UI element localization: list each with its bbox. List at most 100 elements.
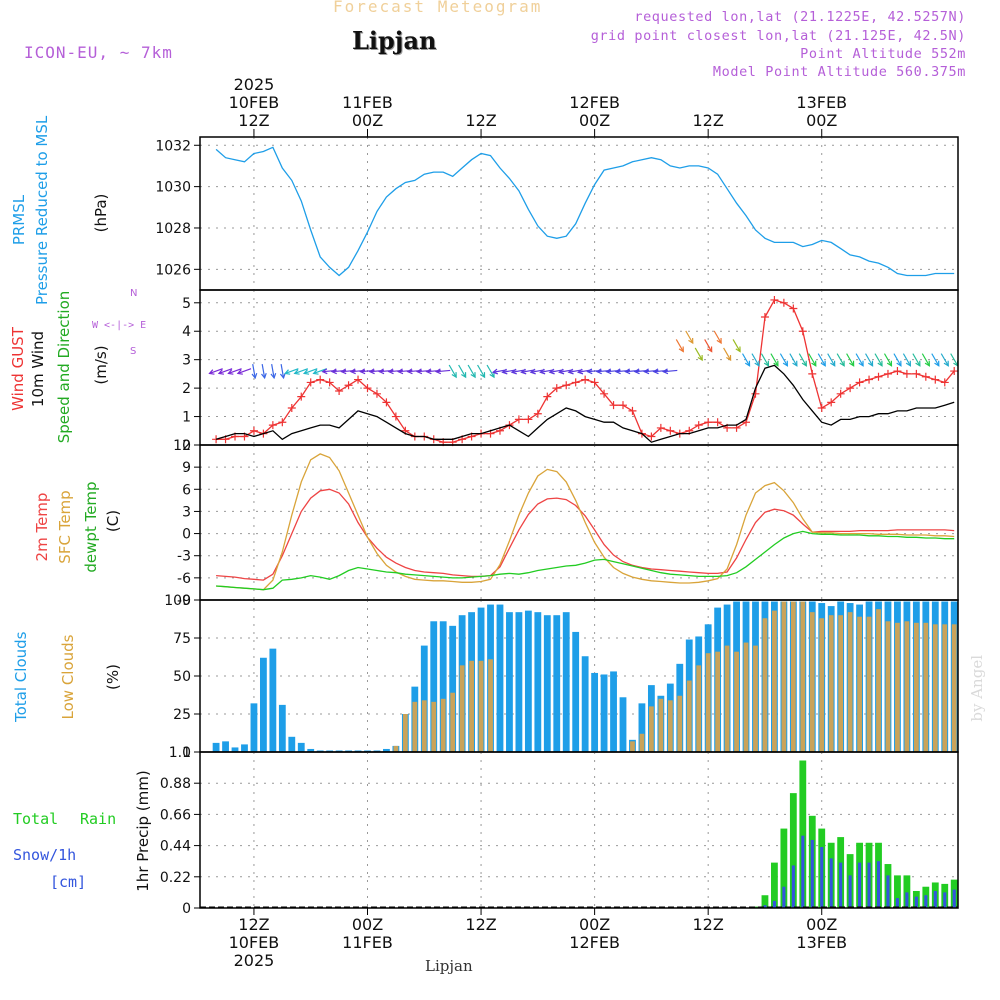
wind-direction-arrow xyxy=(486,364,495,378)
precip-bar-snow-h xyxy=(829,858,833,908)
wind-direction-arrow xyxy=(303,368,318,375)
wind-direction-arrowhead xyxy=(744,360,751,367)
wind-direction-arrowhead xyxy=(368,368,375,375)
wind-direction-arrowhead xyxy=(489,372,495,379)
wind-direction-arrow xyxy=(218,368,233,375)
clouds-bar-low-clouds xyxy=(809,612,815,752)
clouds-bar-low-clouds xyxy=(724,645,730,752)
top-time-label: 12Z xyxy=(465,111,496,130)
wind-gust-marker xyxy=(363,384,372,393)
wind-direction-arrow xyxy=(713,330,722,344)
clouds-bar-low-clouds xyxy=(639,733,645,752)
top-time-label: 00Z xyxy=(352,111,383,130)
precip-bar-total-rain xyxy=(903,875,911,908)
clouds-bar-low-clouds xyxy=(942,624,948,752)
wind-direction-arrowhead xyxy=(378,368,385,375)
clouds-bar-total-clouds xyxy=(581,656,589,752)
wind-direction-arrow xyxy=(921,353,930,367)
wind-gust-marker xyxy=(524,415,533,424)
panel-temp: -9 -6 -3 0 3 6 9 12 xyxy=(173,438,959,609)
wind-direction-arrowhead xyxy=(520,368,527,375)
station-name: Lipjan xyxy=(352,26,437,55)
wind-ytick-label: 1 xyxy=(182,410,191,426)
clouds-bar-total-clouds xyxy=(449,625,457,752)
temp-ytick-label: 0 xyxy=(182,527,191,543)
wind-ytick-label: 4 xyxy=(182,324,191,340)
top-time-label: 12Z xyxy=(238,111,269,130)
temp-ytick-label: 6 xyxy=(182,482,191,498)
clouds-bar-low-clouds xyxy=(658,698,664,752)
precip-bar-snow-h xyxy=(943,892,947,908)
model-name: ICON-EU, ~ 7km xyxy=(24,43,173,62)
wind-direction-arrow xyxy=(704,339,713,352)
wind-direction-arrow xyxy=(436,369,451,373)
precip-bar-snow-h xyxy=(905,892,909,908)
clouds-bar-low-clouds xyxy=(847,612,853,752)
wind-direction-arrowhead xyxy=(539,368,546,375)
precip-bar-total-rain xyxy=(780,828,788,908)
precip-bar-snow-h xyxy=(858,862,862,908)
wind-direction-arrow xyxy=(685,330,694,344)
temp-frame xyxy=(199,444,959,601)
precip-bar-total-rain xyxy=(789,793,797,908)
wind-direction-arrow xyxy=(228,368,242,375)
wind-direction-arrow xyxy=(931,353,940,367)
pressure-ytick-label: 1030 xyxy=(155,180,191,196)
wind-gust-marker xyxy=(306,378,315,387)
wind-frame xyxy=(199,289,959,446)
clouds-bar-total-clouds xyxy=(515,612,523,752)
wind-direction-arrowhead xyxy=(567,368,574,375)
clouds-bar-low-clouds xyxy=(440,698,446,752)
wind-gust-marker xyxy=(666,426,675,435)
top-time-label: 11FEB xyxy=(342,93,393,112)
precip-bar-snow-h xyxy=(933,890,937,908)
precip-bar-snow-h xyxy=(782,886,786,908)
clouds-bar-total-clouds xyxy=(316,750,324,752)
wind-direction-arrowhead xyxy=(754,360,760,367)
clouds-bar-low-clouds xyxy=(885,621,891,752)
precip-bar-snow-h xyxy=(839,862,843,908)
clouds-bar-total-clouds xyxy=(326,750,334,752)
top-time-label: 00Z xyxy=(579,111,610,130)
wind-gust-marker xyxy=(552,384,561,393)
panel-pressure: 1026 1028 1030 1032 xyxy=(155,136,959,291)
clouds-bar-low-clouds xyxy=(478,660,484,752)
clouds-bar-total-clouds xyxy=(553,615,561,752)
temp-ytick-label: -6 xyxy=(177,571,191,587)
clouds-bar-low-clouds xyxy=(488,659,493,752)
wind-gust-marker xyxy=(846,384,855,393)
clouds-bar-total-clouds xyxy=(297,742,305,752)
wind-gust-marker xyxy=(704,418,713,427)
wind-ytick-label: 3 xyxy=(182,353,191,369)
wind-direction-arrow xyxy=(827,353,836,367)
wind-gust-marker xyxy=(581,375,590,384)
wind-gust-marker xyxy=(798,327,807,336)
wind-direction-arrowhead xyxy=(349,368,356,375)
wind-gust-marker xyxy=(391,412,400,421)
clouds-bar-total-clouds xyxy=(335,750,343,752)
precip-bar-snow-h xyxy=(924,895,928,908)
wind-direction-arrowhead xyxy=(529,368,536,375)
wind-direction-arrow xyxy=(770,353,779,367)
precip-ytick-label: 0.22 xyxy=(160,870,191,886)
bottom-time-label: 00Z xyxy=(352,915,383,934)
wind-gust-marker xyxy=(817,404,826,413)
bottom-time-label: 00Z xyxy=(806,915,837,934)
clouds-bar-low-clouds xyxy=(696,665,702,752)
wind-gust-marker xyxy=(827,398,836,407)
panel-wind: 0 1 2 3 4 5 xyxy=(182,289,959,454)
wind-gust-marker xyxy=(789,304,798,313)
wind-direction-arrow xyxy=(865,353,874,367)
wind-gust-marker xyxy=(912,369,921,378)
wind-direction-arrowhead xyxy=(624,368,631,375)
clouds-ytick-label: 50 xyxy=(173,669,191,685)
wind-direction-arrow xyxy=(675,339,684,352)
clouds-bar-low-clouds xyxy=(393,745,399,752)
clouds-bar-low-clouds xyxy=(923,622,929,752)
top-time-label: 2025 xyxy=(234,75,275,94)
wind-direction-arrowhead xyxy=(416,368,423,375)
precip-rain-label: Rain xyxy=(80,810,117,828)
bottom-time-label: 11FEB xyxy=(342,933,393,952)
bottom-time-label: 00Z xyxy=(579,915,610,934)
precip-bar-snow-h xyxy=(914,896,918,908)
